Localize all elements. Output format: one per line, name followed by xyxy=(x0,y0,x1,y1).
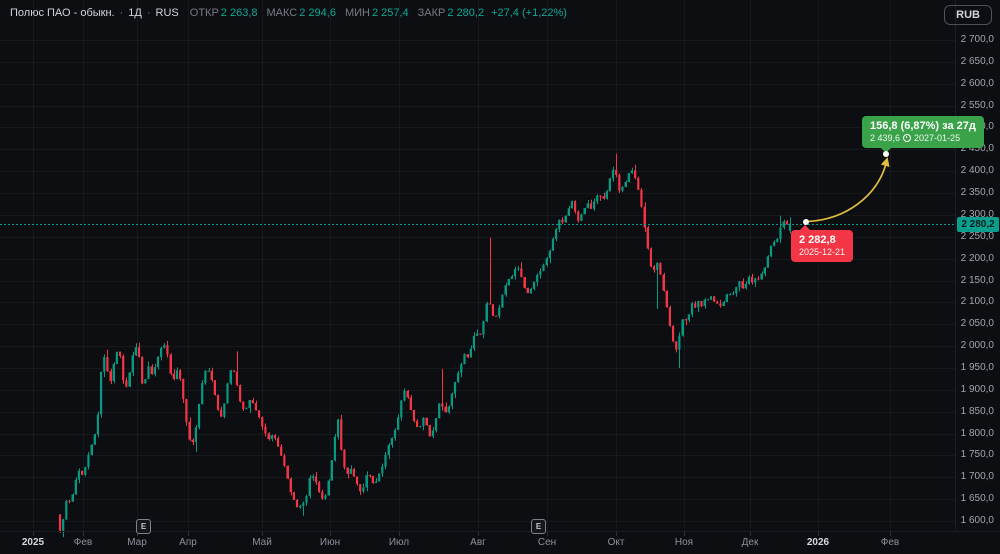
projection-start-label[interactable]: 2 282,8 2025-12-21 xyxy=(791,225,854,263)
time-axis-month-label: Июн xyxy=(319,537,341,548)
price-axis-label: 2 000,0 xyxy=(960,340,994,352)
ohlc-field-value: 2 294,6 xyxy=(299,7,336,19)
price-axis-label: 2 350,0 xyxy=(960,187,994,199)
time-axis-year-label: 2026 xyxy=(806,537,830,548)
price-axis-label: 1 900,0 xyxy=(960,383,994,395)
projection-start-dot[interactable] xyxy=(803,219,809,226)
time-axis-month-label: Дек xyxy=(741,537,759,548)
earnings-marker[interactable]: E xyxy=(531,519,546,534)
clock-icon xyxy=(903,134,912,143)
time-axis-month-label: Май xyxy=(252,537,272,548)
time-axis-tick xyxy=(616,532,617,536)
price-axis-label: 1 600,0 xyxy=(960,515,994,526)
legend-separator: · xyxy=(146,7,151,19)
ohlc-field-label: МИН xyxy=(344,7,370,19)
price-axis-label: 1 950,0 xyxy=(960,361,994,373)
time-axis-tick xyxy=(330,532,331,536)
ohlc-field: МАКС 2 294,6 xyxy=(267,7,336,19)
price-axis-label: 1 700,0 xyxy=(960,471,994,483)
time-axis-tick xyxy=(33,532,34,536)
time-axis-tick xyxy=(188,532,189,536)
ohlc-values: ОТКР 2 263,8 МАКС 2 294,6 МИН 2 257,4 ЗАКР 2 28… xyxy=(190,7,484,19)
price-axis-label: 2 550,0 xyxy=(960,99,994,111)
time-axis-month-label: Апр xyxy=(179,537,197,548)
earnings-marker[interactable]: E xyxy=(136,519,151,534)
time-axis-tick xyxy=(750,532,751,536)
target-date: 2027-01-25 xyxy=(914,132,961,143)
time-axis[interactable]: 2025 Фев Мар Апр Май Июн Июл Авг Сен Окт Ноя Дек 202… xyxy=(0,531,1000,554)
start-date: 2025-12-21 xyxy=(799,247,846,258)
price-axis-label: 2 700,0 xyxy=(960,34,994,45)
ohlc-field-value: 2 280,2 xyxy=(447,7,485,19)
market-label: RUS xyxy=(155,7,179,19)
time-axis-tick xyxy=(83,532,84,536)
time-axis-tick xyxy=(399,532,400,536)
ohlc-field-value: 2 257,4 xyxy=(371,7,409,19)
current-price-badge[interactable]: 2 280,2 xyxy=(957,216,999,232)
price-axis-label: 2 250,0 xyxy=(960,230,994,242)
time-axis-month-label: Сен xyxy=(537,537,557,548)
time-axis-tick xyxy=(890,532,891,536)
price-axis-label: 1 850,0 xyxy=(960,405,994,417)
time-axis-month-label: Фев xyxy=(880,537,900,548)
time-axis-month-label: Ноя xyxy=(674,537,694,548)
ohlc-field: ЗАКР 2 280,2 xyxy=(418,7,484,19)
price-axis-label: 2 100,0 xyxy=(960,296,994,308)
projection-target-label[interactable]: 156,8 (6,87%) за 27д 2 439,6 2027-01-25 xyxy=(862,115,984,153)
symbol-name[interactable]: Полюс ПАО - обыкн. xyxy=(10,7,115,19)
price-axis-label: 2 300,0 xyxy=(960,208,994,220)
price-axis-label: 2 150,0 xyxy=(960,274,994,286)
price-axis-label: 2 650,0 xyxy=(960,55,994,67)
ohlc-field: ОТКР 2 263,8 xyxy=(190,7,258,19)
price-axis-label: 1 650,0 xyxy=(960,493,994,505)
ohlc-field-label: МАКС xyxy=(266,7,298,19)
price-axis-label: 1 800,0 xyxy=(960,427,994,439)
time-axis-year-label: 2025 xyxy=(21,537,45,548)
price-axis[interactable]: 2 700,02 650,02 600,02 550,02 500,02 450… xyxy=(955,0,1000,532)
price-axis-label: 2 400,0 xyxy=(960,165,994,177)
time-axis-month-label: Июл xyxy=(388,537,410,548)
price-axis-label: 2 050,0 xyxy=(960,318,994,330)
ohlc-field-label: ОТКР xyxy=(189,7,219,19)
legend-separator: · xyxy=(119,7,124,19)
target-price: 2 439,6 xyxy=(870,132,901,143)
price-axis-label: 1 750,0 xyxy=(960,449,994,461)
change-value: +27,4 (+1,22%) xyxy=(491,7,567,19)
projection-end-dot[interactable] xyxy=(883,150,889,157)
time-axis-tick xyxy=(547,532,548,536)
price-axis-label: 2 600,0 xyxy=(960,77,994,89)
time-axis-month-label: Мар xyxy=(127,537,147,548)
target-headline: 156,8 (6,87%) за 27д xyxy=(870,119,976,132)
ohlc-field-value: 2 263,8 xyxy=(220,7,258,19)
time-axis-tick xyxy=(137,532,138,536)
price-axis-label: 2 200,0 xyxy=(960,252,994,264)
start-price: 2 282,8 xyxy=(799,234,836,247)
ohlc-field: МИН 2 257,4 xyxy=(345,7,409,19)
interval-label[interactable]: 1Д xyxy=(128,7,142,19)
ohlc-field-label: ЗАКР xyxy=(417,7,446,19)
time-axis-month-label: Окт xyxy=(607,537,625,548)
time-axis-month-label: Авг xyxy=(470,537,486,548)
time-axis-tick xyxy=(684,532,685,536)
price-axis-label: 2 450,0 xyxy=(960,143,994,155)
time-axis-month-label: Фев xyxy=(73,537,93,548)
time-axis-tick xyxy=(818,532,819,536)
time-axis-tick xyxy=(262,532,263,536)
time-axis-tick xyxy=(478,532,479,536)
chart-legend: Полюс ПАО - обыкн. · 1Д · RUS ОТКР 2 263,… xyxy=(10,7,567,19)
currency-button[interactable]: RUB xyxy=(944,5,992,25)
